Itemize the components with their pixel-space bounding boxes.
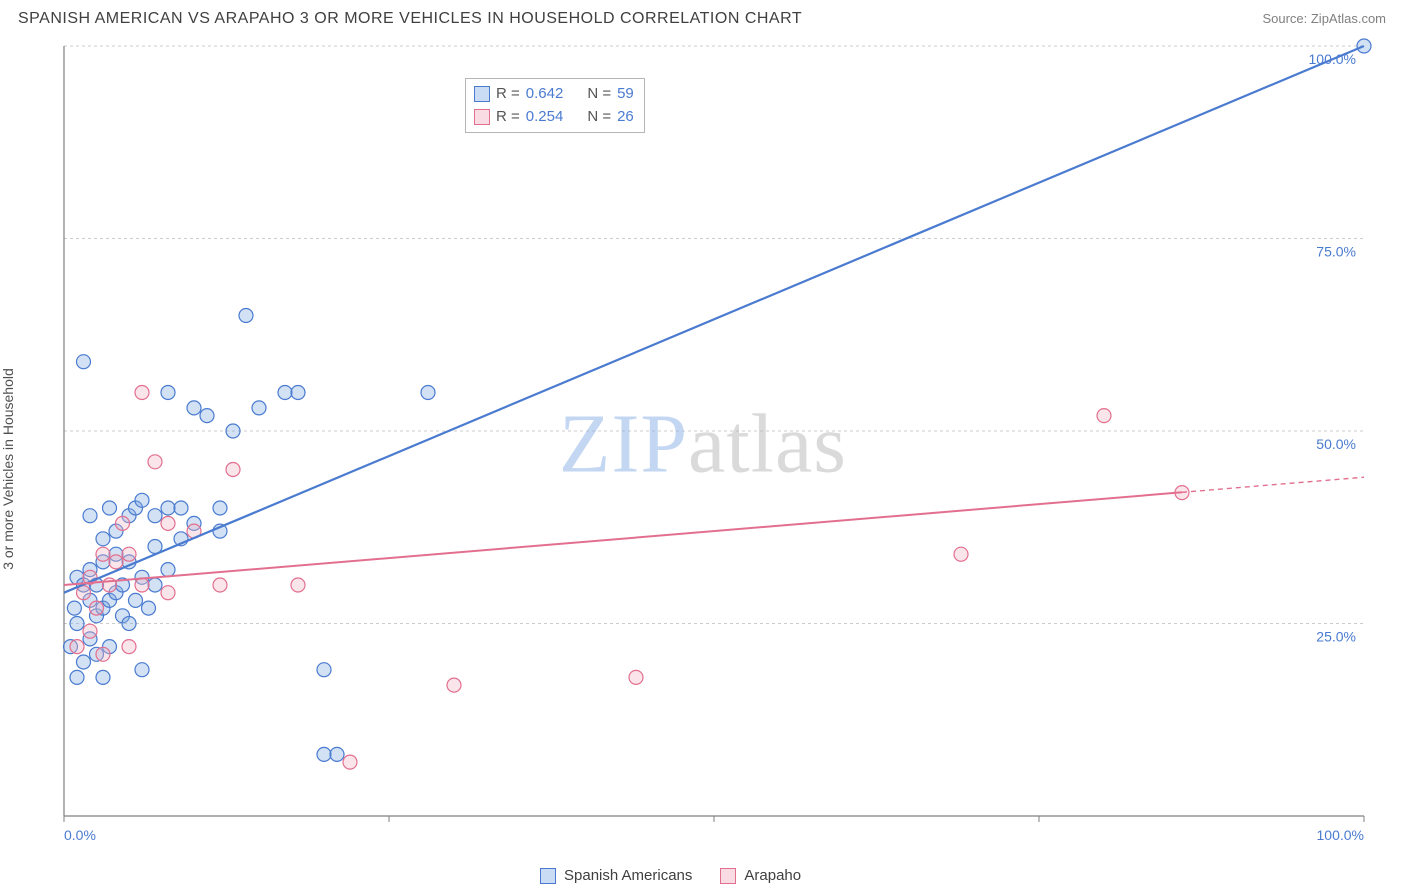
svg-text:50.0%: 50.0% — [1316, 436, 1356, 452]
chart-title: SPANISH AMERICAN VS ARAPAHO 3 OR MORE VE… — [18, 10, 802, 28]
svg-text:75.0%: 75.0% — [1316, 244, 1356, 260]
legend-item-1: Arapaho — [720, 867, 801, 884]
chart-header: SPANISH AMERICAN VS ARAPAHO 3 OR MORE VE… — [0, 0, 1406, 36]
stats-box: R = 0.642 N = 59 R = 0.254 N = 26 — [465, 78, 645, 133]
n-value: 59 — [617, 83, 634, 106]
svg-text:100.0%: 100.0% — [1317, 827, 1364, 843]
n-value: 26 — [617, 106, 634, 129]
stats-row-0: R = 0.642 N = 59 — [474, 83, 634, 106]
source-text: Source: ZipAtlas.com — [1262, 11, 1386, 26]
r-label: R = — [496, 83, 520, 106]
n-label: N = — [587, 83, 611, 106]
swatch-icon — [720, 868, 736, 884]
legend: Spanish Americans Arapaho — [540, 867, 801, 884]
chart-area: 3 or more Vehicles in Household 25.0% 50.… — [0, 36, 1406, 886]
legend-label: Arapaho — [744, 867, 801, 884]
r-label: R = — [496, 106, 520, 129]
svg-text:100.0%: 100.0% — [1309, 51, 1356, 67]
r-value: 0.254 — [526, 106, 564, 129]
y-axis-label: 3 or more Vehicles in Household — [0, 368, 16, 570]
n-label: N = — [587, 106, 611, 129]
swatch-icon — [540, 868, 556, 884]
legend-item-0: Spanish Americans — [540, 867, 692, 884]
svg-text:25.0%: 25.0% — [1316, 629, 1356, 645]
legend-label: Spanish Americans — [564, 867, 692, 884]
swatch-icon — [474, 109, 490, 125]
swatch-icon — [474, 86, 490, 102]
r-value: 0.642 — [526, 83, 564, 106]
stats-row-1: R = 0.254 N = 26 — [474, 106, 634, 129]
scatter-plot: 25.0% 50.0% 75.0% 100.0% 0.0% 100.0% — [50, 36, 1390, 856]
svg-text:0.0%: 0.0% — [64, 827, 96, 843]
